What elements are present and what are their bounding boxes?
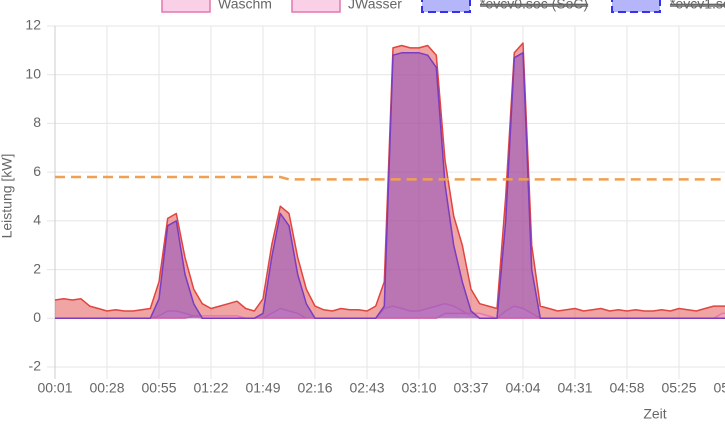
x-tick-label: 05:25 xyxy=(661,380,696,396)
legend-label: JWasser xyxy=(348,0,402,12)
x-tick-label: 01:22 xyxy=(193,380,228,396)
x-tick-label: 03:37 xyxy=(453,380,488,396)
y-tick-label: 6 xyxy=(33,163,41,179)
x-tick-label: 04:31 xyxy=(557,380,592,396)
legend-swatch-hidden xyxy=(611,0,661,13)
x-tick-label: 01:49 xyxy=(245,380,280,396)
area-line xyxy=(54,42,725,312)
legend-swatch-hidden xyxy=(421,0,471,13)
x-tick-label: 02:16 xyxy=(297,380,332,396)
line xyxy=(55,175,725,181)
x-tick-label: 02:43 xyxy=(349,380,384,396)
y-tick-label: 8 xyxy=(33,114,41,130)
x-tick-label: 04:04 xyxy=(505,380,540,396)
legend-swatch xyxy=(291,0,341,13)
y-tick-label: 0 xyxy=(33,309,41,325)
y-tick-label: 10 xyxy=(25,65,41,81)
x-tick-label: 04:58 xyxy=(609,380,644,396)
y-tick-label: 2 xyxy=(33,260,41,276)
x-tick-label: 00:55 xyxy=(141,380,176,396)
area-line xyxy=(55,52,725,320)
x-tick-label: 00:01 xyxy=(37,380,72,396)
area-fill xyxy=(55,52,725,319)
y-tick-label: 12 xyxy=(25,17,41,33)
y-axis-title: Leistung [kW] xyxy=(0,154,15,239)
x-tick-label: 00:28 xyxy=(89,380,124,396)
legend-swatch xyxy=(161,0,211,13)
x-axis-title: Zeit xyxy=(643,406,666,422)
area-fill xyxy=(55,313,725,319)
y-tick-label: 4 xyxy=(33,212,41,228)
x-tick-label: 03:10 xyxy=(401,380,436,396)
legend-label: Waschm xyxy=(218,0,272,12)
x-tick-label: 05:52 xyxy=(713,380,725,396)
y-tick-label: -2 xyxy=(29,358,42,374)
